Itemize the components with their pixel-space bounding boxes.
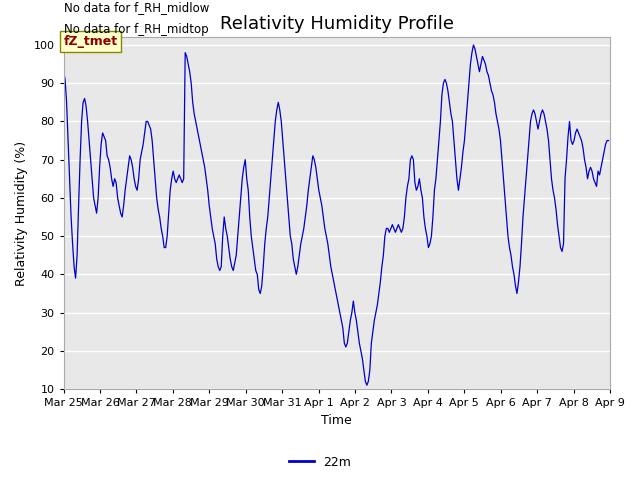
Title: Relativity Humidity Profile: Relativity Humidity Profile (220, 15, 454, 33)
Legend: 22m: 22m (284, 451, 356, 474)
Text: No data for f_RH_midtop: No data for f_RH_midtop (63, 23, 208, 36)
Text: No data for f_RH_midlow: No data for f_RH_midlow (63, 1, 209, 14)
Text: fZ_tmet: fZ_tmet (63, 35, 118, 48)
Y-axis label: Relativity Humidity (%): Relativity Humidity (%) (15, 141, 28, 286)
X-axis label: Time: Time (321, 414, 352, 427)
